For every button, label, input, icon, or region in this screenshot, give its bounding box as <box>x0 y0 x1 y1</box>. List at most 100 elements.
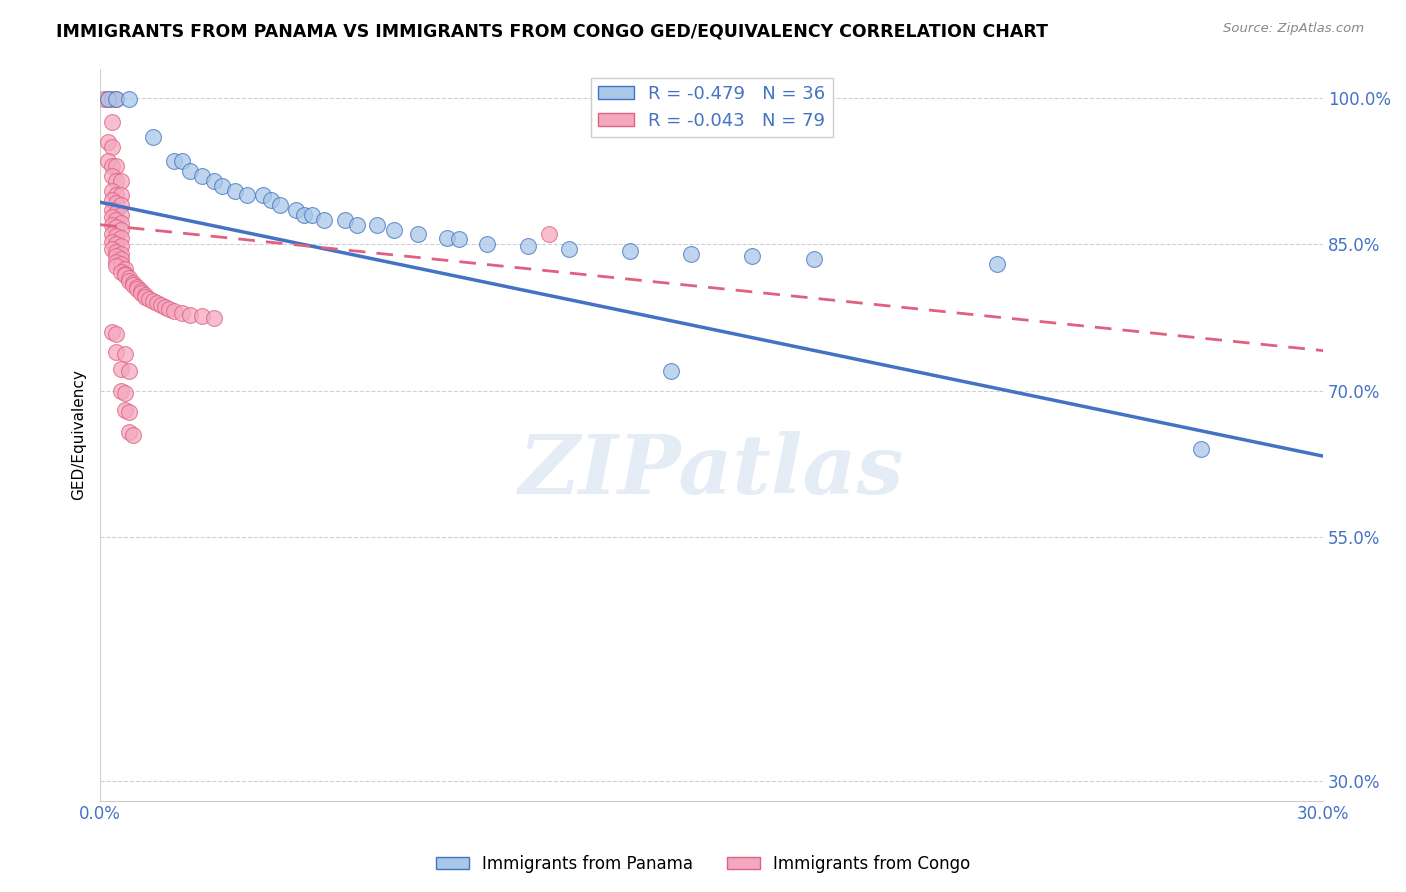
Point <box>93 92 115 106</box>
Point <box>202 311 225 326</box>
Point <box>517 239 540 253</box>
Point <box>260 194 283 208</box>
Point <box>118 274 141 288</box>
Point <box>159 301 181 316</box>
Point <box>162 303 184 318</box>
Point <box>170 305 193 319</box>
Point <box>121 278 143 293</box>
Point <box>101 202 124 217</box>
Point <box>986 257 1008 271</box>
Point <box>129 286 152 301</box>
Point <box>150 298 173 312</box>
Point <box>191 310 214 324</box>
Point <box>314 212 336 227</box>
Point <box>105 237 128 252</box>
Point <box>110 264 132 278</box>
Point <box>105 92 128 106</box>
Point <box>97 92 120 106</box>
Point <box>118 364 141 378</box>
Point <box>105 229 128 244</box>
Point <box>118 92 141 106</box>
Point <box>382 222 405 236</box>
Point <box>803 252 825 266</box>
Point <box>105 344 128 359</box>
Point <box>436 231 458 245</box>
Point <box>105 206 128 220</box>
Point <box>110 384 132 398</box>
Point <box>155 300 177 314</box>
Point <box>97 154 120 169</box>
Point <box>125 280 148 294</box>
Point <box>105 245 128 260</box>
Point <box>105 259 128 273</box>
Point <box>118 425 141 439</box>
Point <box>118 405 141 419</box>
Point <box>114 346 136 360</box>
Point <box>114 268 136 283</box>
Point <box>114 267 136 281</box>
Point <box>202 174 225 188</box>
Point <box>121 427 143 442</box>
Text: ZIPatlas: ZIPatlas <box>519 431 904 511</box>
Point <box>101 235 124 250</box>
Point <box>142 129 165 144</box>
Point <box>142 293 165 308</box>
Point <box>110 188 132 202</box>
Point <box>252 188 274 202</box>
Point <box>269 198 291 212</box>
Point <box>179 308 201 322</box>
Point <box>105 196 128 211</box>
Point <box>537 227 560 242</box>
Point <box>105 326 128 341</box>
Point <box>105 159 128 173</box>
Point <box>211 178 233 193</box>
Point <box>101 159 124 173</box>
Point <box>138 292 160 306</box>
Point <box>97 135 120 149</box>
Y-axis label: GED/Equivalency: GED/Equivalency <box>72 369 86 500</box>
Point <box>558 242 581 256</box>
Point <box>333 212 356 227</box>
Point <box>105 219 128 234</box>
Point <box>110 257 132 271</box>
Point <box>170 154 193 169</box>
Point <box>110 252 132 266</box>
Point <box>105 254 128 268</box>
Point <box>110 198 132 212</box>
Point <box>129 284 152 298</box>
Point <box>134 290 156 304</box>
Point <box>101 194 124 208</box>
Point <box>101 325 124 339</box>
Text: IMMIGRANTS FROM PANAMA VS IMMIGRANTS FROM CONGO GED/EQUIVALENCY CORRELATION CHAR: IMMIGRANTS FROM PANAMA VS IMMIGRANTS FRO… <box>56 22 1049 40</box>
Point <box>162 154 184 169</box>
Point <box>110 247 132 261</box>
Point <box>110 231 132 245</box>
Point <box>105 174 128 188</box>
Point <box>346 218 368 232</box>
Point <box>101 139 124 153</box>
Text: Source: ZipAtlas.com: Source: ZipAtlas.com <box>1223 22 1364 36</box>
Legend: R = -0.479   N = 36, R = -0.043   N = 79: R = -0.479 N = 36, R = -0.043 N = 79 <box>591 78 832 137</box>
Point <box>146 295 169 310</box>
Point <box>301 208 323 222</box>
Point <box>118 271 141 285</box>
Point <box>110 216 132 230</box>
Point <box>292 208 315 222</box>
Point <box>447 232 470 246</box>
Point <box>406 227 429 242</box>
Point <box>121 277 143 291</box>
Point <box>110 362 132 376</box>
Point <box>284 202 307 217</box>
Point <box>114 385 136 400</box>
Point <box>97 92 120 106</box>
Point <box>101 169 124 183</box>
Point <box>105 188 128 202</box>
Point <box>619 244 641 258</box>
Point <box>179 164 201 178</box>
Point <box>110 222 132 236</box>
Point <box>1189 442 1212 457</box>
Point <box>125 282 148 296</box>
Point <box>681 247 703 261</box>
Point <box>236 188 259 202</box>
Point <box>741 249 763 263</box>
